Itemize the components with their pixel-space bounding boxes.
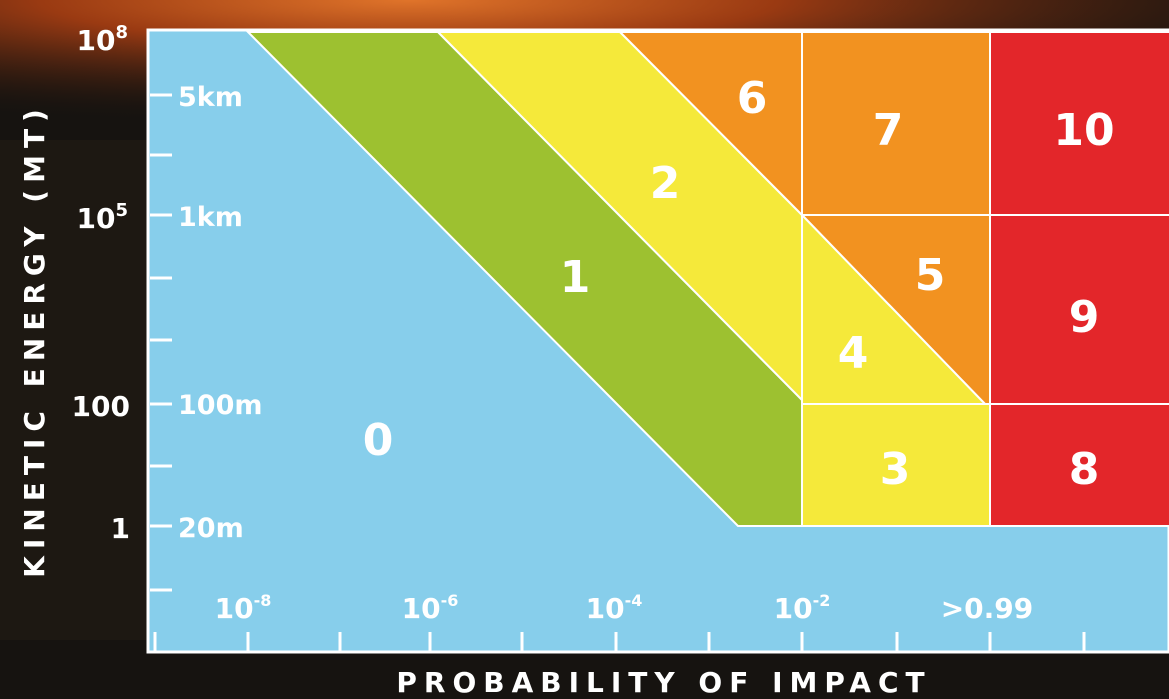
y-tick-label-1e8: 108: [77, 22, 129, 57]
x-tick-label-0-99: >0.99: [941, 592, 1034, 625]
y-axis-title: KINETIC ENERGY (MT): [18, 102, 51, 578]
zone-label-1: 1: [560, 252, 591, 303]
zone-label-10: 10: [1053, 105, 1114, 156]
size-label-100m: 100m: [178, 390, 263, 421]
zone-label-3: 3: [880, 444, 911, 495]
zone-7-orange: [801, 31, 991, 216]
y-tick-label-100: 100: [72, 390, 130, 423]
x-tick-label-1e-2: 10-2: [774, 591, 831, 625]
x-axis-title: PROBABILITY OF IMPACT: [396, 666, 931, 699]
zone-10-red: [989, 31, 1169, 216]
zone-3-yellow: [801, 403, 991, 527]
size-label-1km: 1km: [178, 202, 243, 233]
size-label-5km: 5km: [178, 82, 243, 113]
y-tick-label-1e5: 105: [77, 200, 129, 235]
zone-label-4: 4: [838, 328, 869, 379]
x-tick-label-1e-4: 10-4: [586, 591, 643, 625]
zone-label-8: 8: [1069, 444, 1100, 495]
background-dark-band: [0, 140, 150, 640]
zone-label-9: 9: [1069, 292, 1100, 343]
zone-label-5: 5: [915, 250, 946, 301]
zone-label-2: 2: [650, 158, 681, 209]
x-tick-label-1e-6: 10-6: [402, 591, 459, 625]
zone-label-6: 6: [737, 73, 768, 124]
x-tick-label-1e-8: 10-8: [215, 591, 272, 625]
zone-8-red: [989, 403, 1169, 527]
zone-label-0: 0: [363, 415, 394, 466]
size-label-20m: 20m: [178, 513, 244, 544]
y-tick-label-1: 1: [111, 512, 130, 545]
zone-label-7: 7: [873, 105, 904, 156]
